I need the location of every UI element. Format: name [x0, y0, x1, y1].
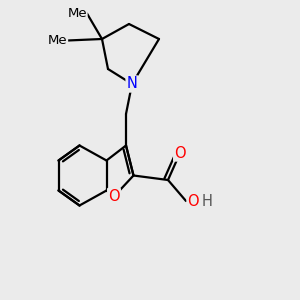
Text: O: O: [188, 194, 199, 208]
Text: Me: Me: [68, 7, 87, 20]
Text: Me: Me: [48, 34, 68, 47]
Text: H: H: [202, 194, 212, 208]
Text: O: O: [174, 146, 186, 160]
Text: O: O: [108, 189, 120, 204]
Text: N: N: [127, 76, 137, 92]
